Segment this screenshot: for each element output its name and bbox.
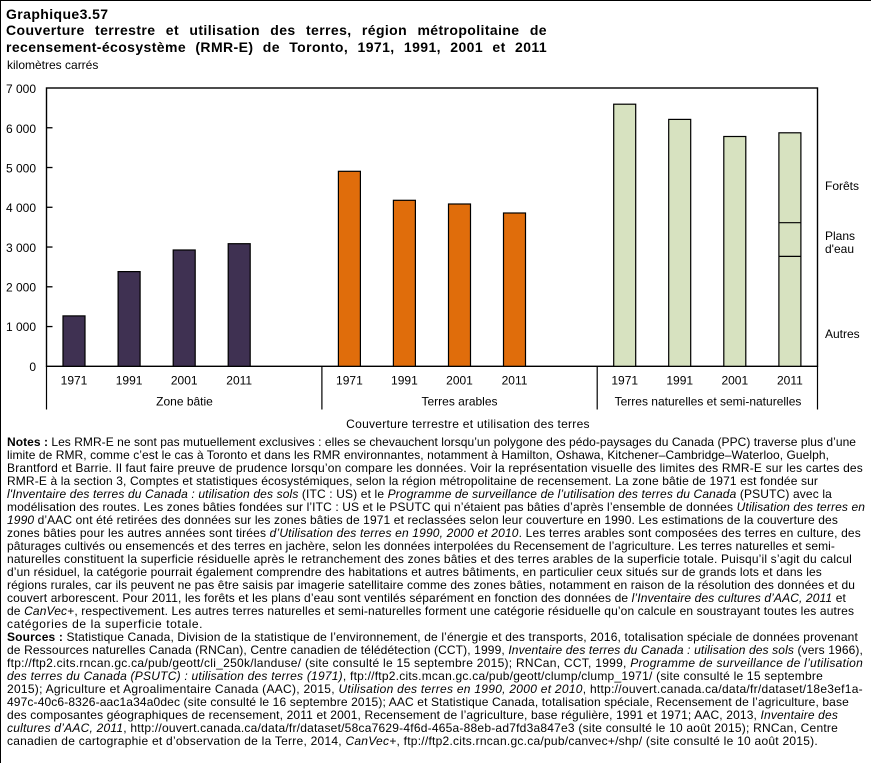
svg-text:2 000: 2 000 xyxy=(6,281,36,295)
svg-text:1991: 1991 xyxy=(116,374,143,388)
svg-text:4 000: 4 000 xyxy=(6,201,36,215)
svg-text:2011: 2011 xyxy=(777,374,803,388)
svg-text:d'eau: d'eau xyxy=(825,242,854,256)
svg-text:Terres naturelles et semi-natu: Terres naturelles et semi-naturelles xyxy=(615,395,802,409)
svg-text:1 000: 1 000 xyxy=(6,320,36,334)
svg-text:Autres: Autres xyxy=(825,327,860,341)
svg-text:Zone bâtie: Zone bâtie xyxy=(156,395,213,409)
svg-text:5 000: 5 000 xyxy=(6,162,36,176)
svg-text:1971: 1971 xyxy=(611,374,638,388)
svg-text:2011: 2011 xyxy=(226,374,252,388)
svg-text:Forêts: Forêts xyxy=(825,179,859,193)
svg-text:Couverture terrestre et utilis: Couverture terrestre et utilisation des … xyxy=(346,417,590,431)
svg-text:Terres arables: Terres arables xyxy=(421,395,497,409)
svg-text:7 000: 7 000 xyxy=(6,82,36,96)
svg-text:6 000: 6 000 xyxy=(6,122,36,136)
svg-text:1971: 1971 xyxy=(336,374,363,388)
svg-text:1991: 1991 xyxy=(391,374,418,388)
svg-text:Plans: Plans xyxy=(825,229,855,243)
svg-text:0: 0 xyxy=(29,360,36,374)
svg-text:2001: 2001 xyxy=(446,374,473,388)
svg-text:2001: 2001 xyxy=(171,374,198,388)
svg-text:1991: 1991 xyxy=(666,374,693,388)
svg-text:2001: 2001 xyxy=(721,374,748,388)
svg-text:1971: 1971 xyxy=(61,374,88,388)
svg-text:3 000: 3 000 xyxy=(6,241,36,255)
svg-text:2011: 2011 xyxy=(502,374,528,388)
